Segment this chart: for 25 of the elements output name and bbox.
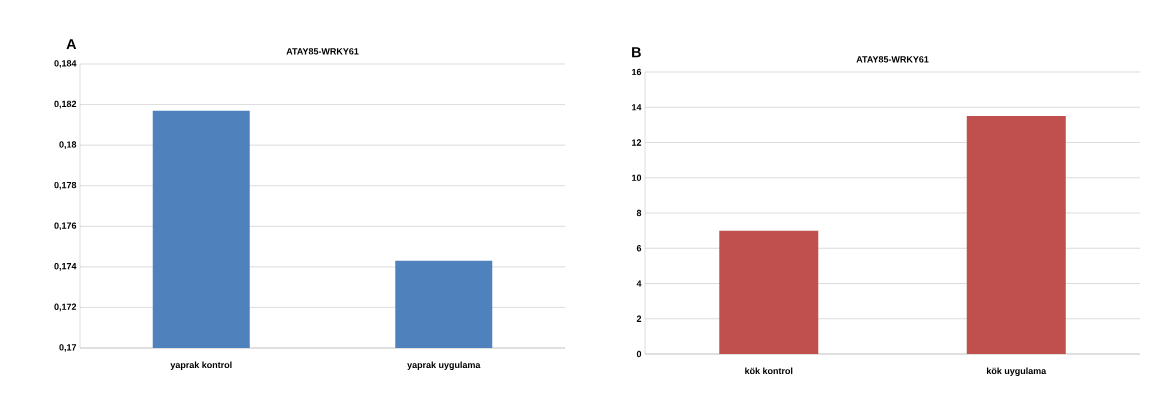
y-tick-label: 4 — [636, 280, 642, 287]
y-tick-label: 0,184 — [54, 60, 77, 68]
y-tick-label: 8 — [636, 209, 642, 217]
x-tick-label: kök kontrol — [745, 367, 793, 375]
x-tick-label: yaprak kontrol — [170, 361, 232, 370]
y-tick-label: 0,174 — [54, 263, 77, 271]
text: A — [66, 39, 77, 50]
y-tick-label: 0,17 — [59, 344, 77, 352]
y-tick-label: 10 — [632, 174, 642, 181]
y-tick-label: 6 — [636, 245, 642, 252]
y-tick-label: 0,182 — [54, 100, 77, 109]
y-tick-label: 2 — [636, 315, 642, 322]
x-tick-label: yaprak uygulama — [407, 361, 481, 370]
y-tick-label: 12 — [632, 139, 642, 146]
y-tick-label: 0 — [636, 350, 642, 358]
y-tick-label: 0,176 — [54, 222, 77, 231]
x-tick-label: kök uygulama — [986, 367, 1047, 376]
text: B — [632, 47, 641, 58]
chart-title: ATAY85-WRKY61 — [856, 56, 929, 63]
y-tick-label: 14 — [632, 104, 642, 111]
y-tick-label: 0,178 — [54, 181, 77, 190]
chart-title: ATAY85-WRKY61 — [286, 48, 359, 55]
y-tick-label: 16 — [632, 68, 642, 76]
y-tick-label: 0,18 — [59, 141, 77, 149]
y-tick-label: 0,172 — [54, 303, 77, 312]
